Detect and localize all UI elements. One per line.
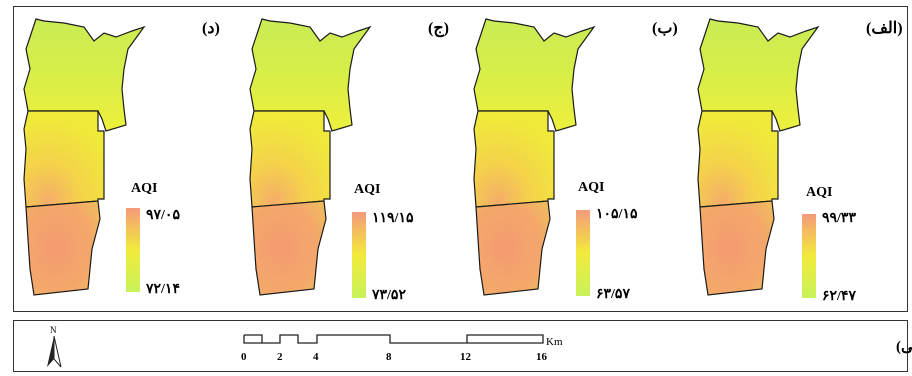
scale-tick-4: 4 [313,351,319,363]
scale-tick-2: 2 [277,351,283,363]
scale-tick-0: 0 [241,351,247,363]
north-letter: N [50,325,57,335]
map-title: عنوان نقشه : آلودگی هوا (بعد طبیعی) [896,336,912,355]
panel-label: (الف) [866,20,903,37]
north-arrow-right-icon [53,335,62,368]
scale-tick-16: 16 [536,351,548,363]
panel-label: (ب) [652,20,678,37]
north-arrow-left-icon [47,336,54,367]
panel-label: (د) [202,20,220,37]
legend-min-label: ۶۳/۵۷ [596,287,630,302]
scale-tick-8: 8 [386,351,392,363]
legend-min-label: ۶۲/۴۷ [822,289,856,304]
legend-min-label: ۷۲/۱۴ [145,282,180,297]
legend-title: AQI [578,180,604,195]
scale-tick-12: 12 [460,351,472,363]
scale-bar: 0 2 4 8 12 16 Km [241,334,563,363]
legend-color-ramp [352,212,366,298]
map-panel-alef: (الف) AQI ۹۹/۳۳ ۶۲/۴۷ [697,18,903,304]
legend-title: AQI [806,185,832,200]
north-arrow: N [47,325,62,368]
legend-max-label: ۱۰۵/۱۵ [596,207,638,222]
scale-unit: Km [546,336,563,348]
legend-color-ramp [126,208,140,292]
map-info-frame [13,320,908,372]
map-panel-d: (د) AQI ۹۷/۰۵ ۷۲/۱۴ [23,18,220,297]
scale-bar-segments [243,334,544,344]
region-map [697,18,819,296]
maps-frame [13,6,908,312]
legend-color-ramp [802,214,816,298]
legend-min-label: ۷۳/۵۲ [371,288,406,303]
legend-max-label: ۹۹/۳۳ [822,211,856,226]
map-panel-b: (ب) AQI ۱۰۵/۱۵ ۶۳/۵۷ [473,18,678,302]
legend-title: AQI [131,181,157,196]
legend-color-ramp [576,210,590,296]
map-panel-j: (ج) AQI ۱۱۹/۱۵ ۷۳/۵۲ [249,18,449,303]
legend-title: AQI [354,182,380,197]
legend-max-label: ۹۷/۰۵ [146,208,180,223]
panel-label: (ج) [428,20,449,38]
legend-max-label: ۱۱۹/۱۵ [372,211,414,226]
